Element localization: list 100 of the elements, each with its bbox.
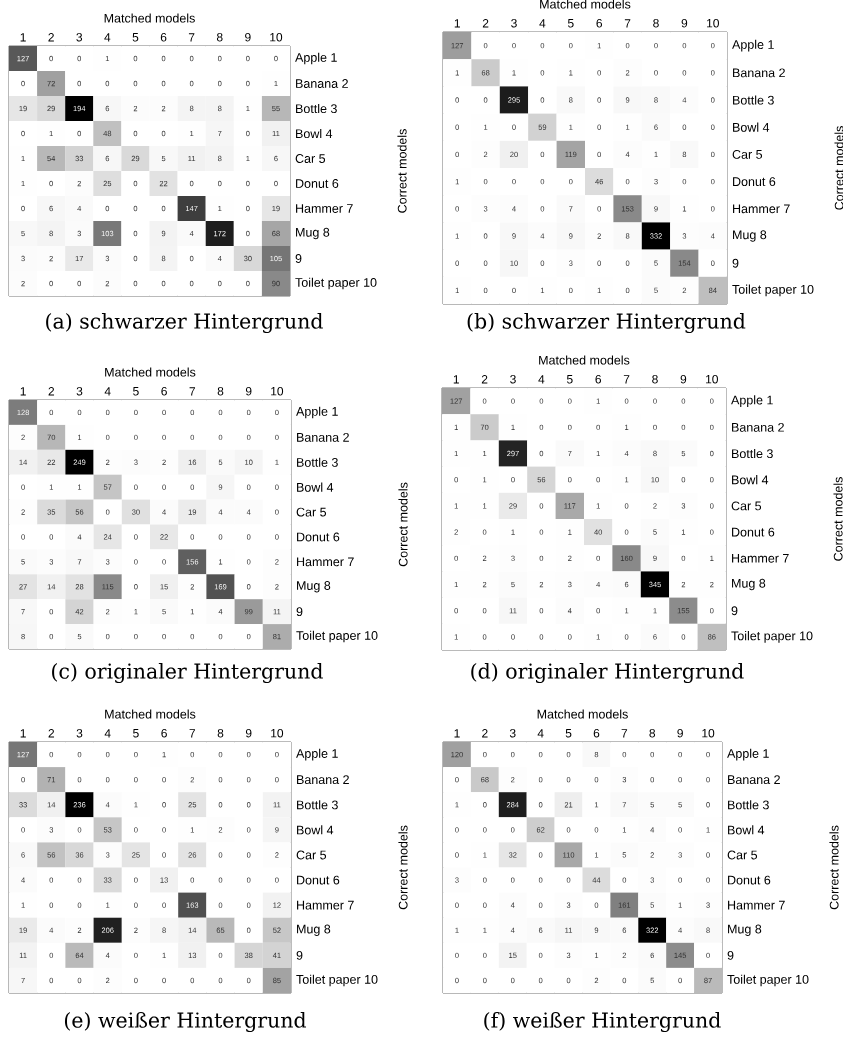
y-tick-label: Car 5 xyxy=(296,850,327,860)
y-tick-label: Hammer 7 xyxy=(297,557,354,567)
y-tick-label: 9 xyxy=(296,607,303,617)
x-tick-label: 9 xyxy=(245,32,251,42)
y-tick-label: Toilet paper 10 xyxy=(727,974,809,987)
y-tick-label: Car 5 xyxy=(731,501,762,511)
y-tick-label: Mug 8 xyxy=(297,924,331,936)
y-tick-label: Donut 6 xyxy=(296,179,339,188)
x-tick-label: 7 xyxy=(189,729,196,738)
y-tick-label: Toilet paper 10 xyxy=(732,284,814,297)
y-axis-title: Correct models xyxy=(833,477,843,561)
x-tick-label: 6 xyxy=(593,728,600,738)
y-tick-label: Car 5 xyxy=(732,150,763,159)
x-tick-label: 2 xyxy=(48,387,55,396)
x-tick-label: 6 xyxy=(596,18,603,28)
y-axis-title: Correct models xyxy=(829,825,839,910)
x-tick-label: 5 xyxy=(566,375,573,384)
y-tick-label: Mug 8 xyxy=(732,578,766,591)
x-axis-title: Matched models xyxy=(105,367,196,377)
x-tick-label: 8 xyxy=(216,32,223,42)
x-tick-label: 1 xyxy=(20,387,26,396)
x-tick-label: 4 xyxy=(537,729,544,738)
x-tick-label: 9 xyxy=(677,728,683,738)
x-tick-label: 6 xyxy=(160,32,167,42)
y-tick-label: Hammer 7 xyxy=(728,900,785,910)
x-tick-label: 5 xyxy=(565,729,572,738)
y-tick-label: Bowl 4 xyxy=(297,825,334,835)
x-axis-title: Matched models xyxy=(539,355,630,365)
y-tick-label: Bottle 3 xyxy=(296,103,337,114)
y-tick-label: Hammer 7 xyxy=(297,900,354,910)
y-tick-label: Apple 1 xyxy=(731,395,773,407)
y-axis-title: Correct models xyxy=(398,825,408,910)
y-tick-label: Car 5 xyxy=(727,850,758,860)
text: (b) schwarzer Hintergrund xyxy=(467,312,746,334)
x-tick-label: 10 xyxy=(271,386,284,396)
x-tick-label: 8 xyxy=(649,728,656,738)
x-tick-label: 8 xyxy=(652,374,658,384)
y-tick-label: Banana 2 xyxy=(728,775,780,785)
x-tick-label: 1 xyxy=(20,33,26,42)
x-tick-label: 10 xyxy=(702,728,715,738)
x-tick-label: 8 xyxy=(217,728,224,738)
y-tick-label: Bowl 4 xyxy=(732,475,769,485)
y-tick-label: 9 xyxy=(296,950,303,960)
y-tick-label: Mug 8 xyxy=(297,581,331,593)
y-tick-label: Banana 2 xyxy=(296,79,348,88)
x-tick-label: 3 xyxy=(511,18,517,28)
y-tick-label: Mug 8 xyxy=(728,924,762,936)
y-tick-label: Hammer 7 xyxy=(733,204,790,214)
x-tick-label: 3 xyxy=(76,32,83,42)
x-tick-label: 4 xyxy=(104,387,111,396)
y-tick-label: Bowl 4 xyxy=(296,128,333,139)
y-tick-label: Apple 1 xyxy=(296,406,338,419)
text: (d) originaler Hintergrund xyxy=(471,662,744,684)
y-tick-label: Donut 6 xyxy=(297,532,340,542)
x-tick-label: 5 xyxy=(132,33,139,42)
x-tick-label: 9 xyxy=(680,374,687,384)
x-tick-label: 7 xyxy=(188,33,195,42)
y-tick-label: Mug 8 xyxy=(296,227,330,240)
y-tick-label: Bottle 3 xyxy=(732,448,773,459)
y-tick-label: Donut 6 xyxy=(732,527,775,537)
x-tick-label: 10 xyxy=(271,728,284,738)
y-tick-label: Bottle 3 xyxy=(728,800,769,810)
y-tick-label: Car 5 xyxy=(295,154,326,163)
x-tick-label: 7 xyxy=(624,19,631,28)
y-tick-label: 9 xyxy=(731,606,738,616)
x-tick-label: 4 xyxy=(104,729,111,738)
y-tick-label: Donut 6 xyxy=(728,875,771,885)
y-tick-label: Donut 6 xyxy=(733,177,776,187)
y-tick-label: 9 xyxy=(727,950,734,960)
x-tick-label: 10 xyxy=(706,374,718,384)
y-tick-label: Hammer 7 xyxy=(296,204,353,213)
y-tick-label: Banana 2 xyxy=(297,432,349,442)
x-tick-label: 3 xyxy=(76,728,83,738)
text: (c) originaler Hintergrund xyxy=(52,662,323,684)
x-tick-label: 10 xyxy=(270,32,283,42)
x-tick-label: 1 xyxy=(454,19,460,28)
x-tick-label: 7 xyxy=(623,375,630,384)
y-axis-title: Correct models xyxy=(398,482,408,567)
x-tick-label: 9 xyxy=(245,728,252,738)
text: (a) schwarzer Hintergrund xyxy=(46,312,323,334)
x-tick-label: 5 xyxy=(133,729,139,738)
x-tick-label: 10 xyxy=(707,18,719,28)
x-tick-label: 2 xyxy=(48,729,55,738)
x-axis-title: Matched models xyxy=(104,13,195,23)
x-tick-label: 8 xyxy=(653,18,659,28)
y-tick-label: Apple 1 xyxy=(296,748,338,761)
x-tick-label: 6 xyxy=(595,374,602,384)
y-tick-label: Apple 1 xyxy=(732,39,774,52)
x-axis-title: Matched models xyxy=(540,0,631,9)
x-tick-label: 7 xyxy=(621,729,628,738)
x-tick-label: 6 xyxy=(161,728,167,738)
y-tick-label: Apple 1 xyxy=(295,52,337,65)
y-tick-label: 9 xyxy=(732,258,739,268)
x-axis-title: Matched models xyxy=(537,709,628,719)
x-tick-label: 5 xyxy=(133,387,139,396)
x-tick-label: 7 xyxy=(189,387,196,396)
x-tick-label: 4 xyxy=(104,33,111,42)
x-tick-label: 9 xyxy=(681,18,688,28)
x-tick-label: 4 xyxy=(538,375,545,384)
y-tick-label: Toilet paper 10 xyxy=(731,631,813,643)
